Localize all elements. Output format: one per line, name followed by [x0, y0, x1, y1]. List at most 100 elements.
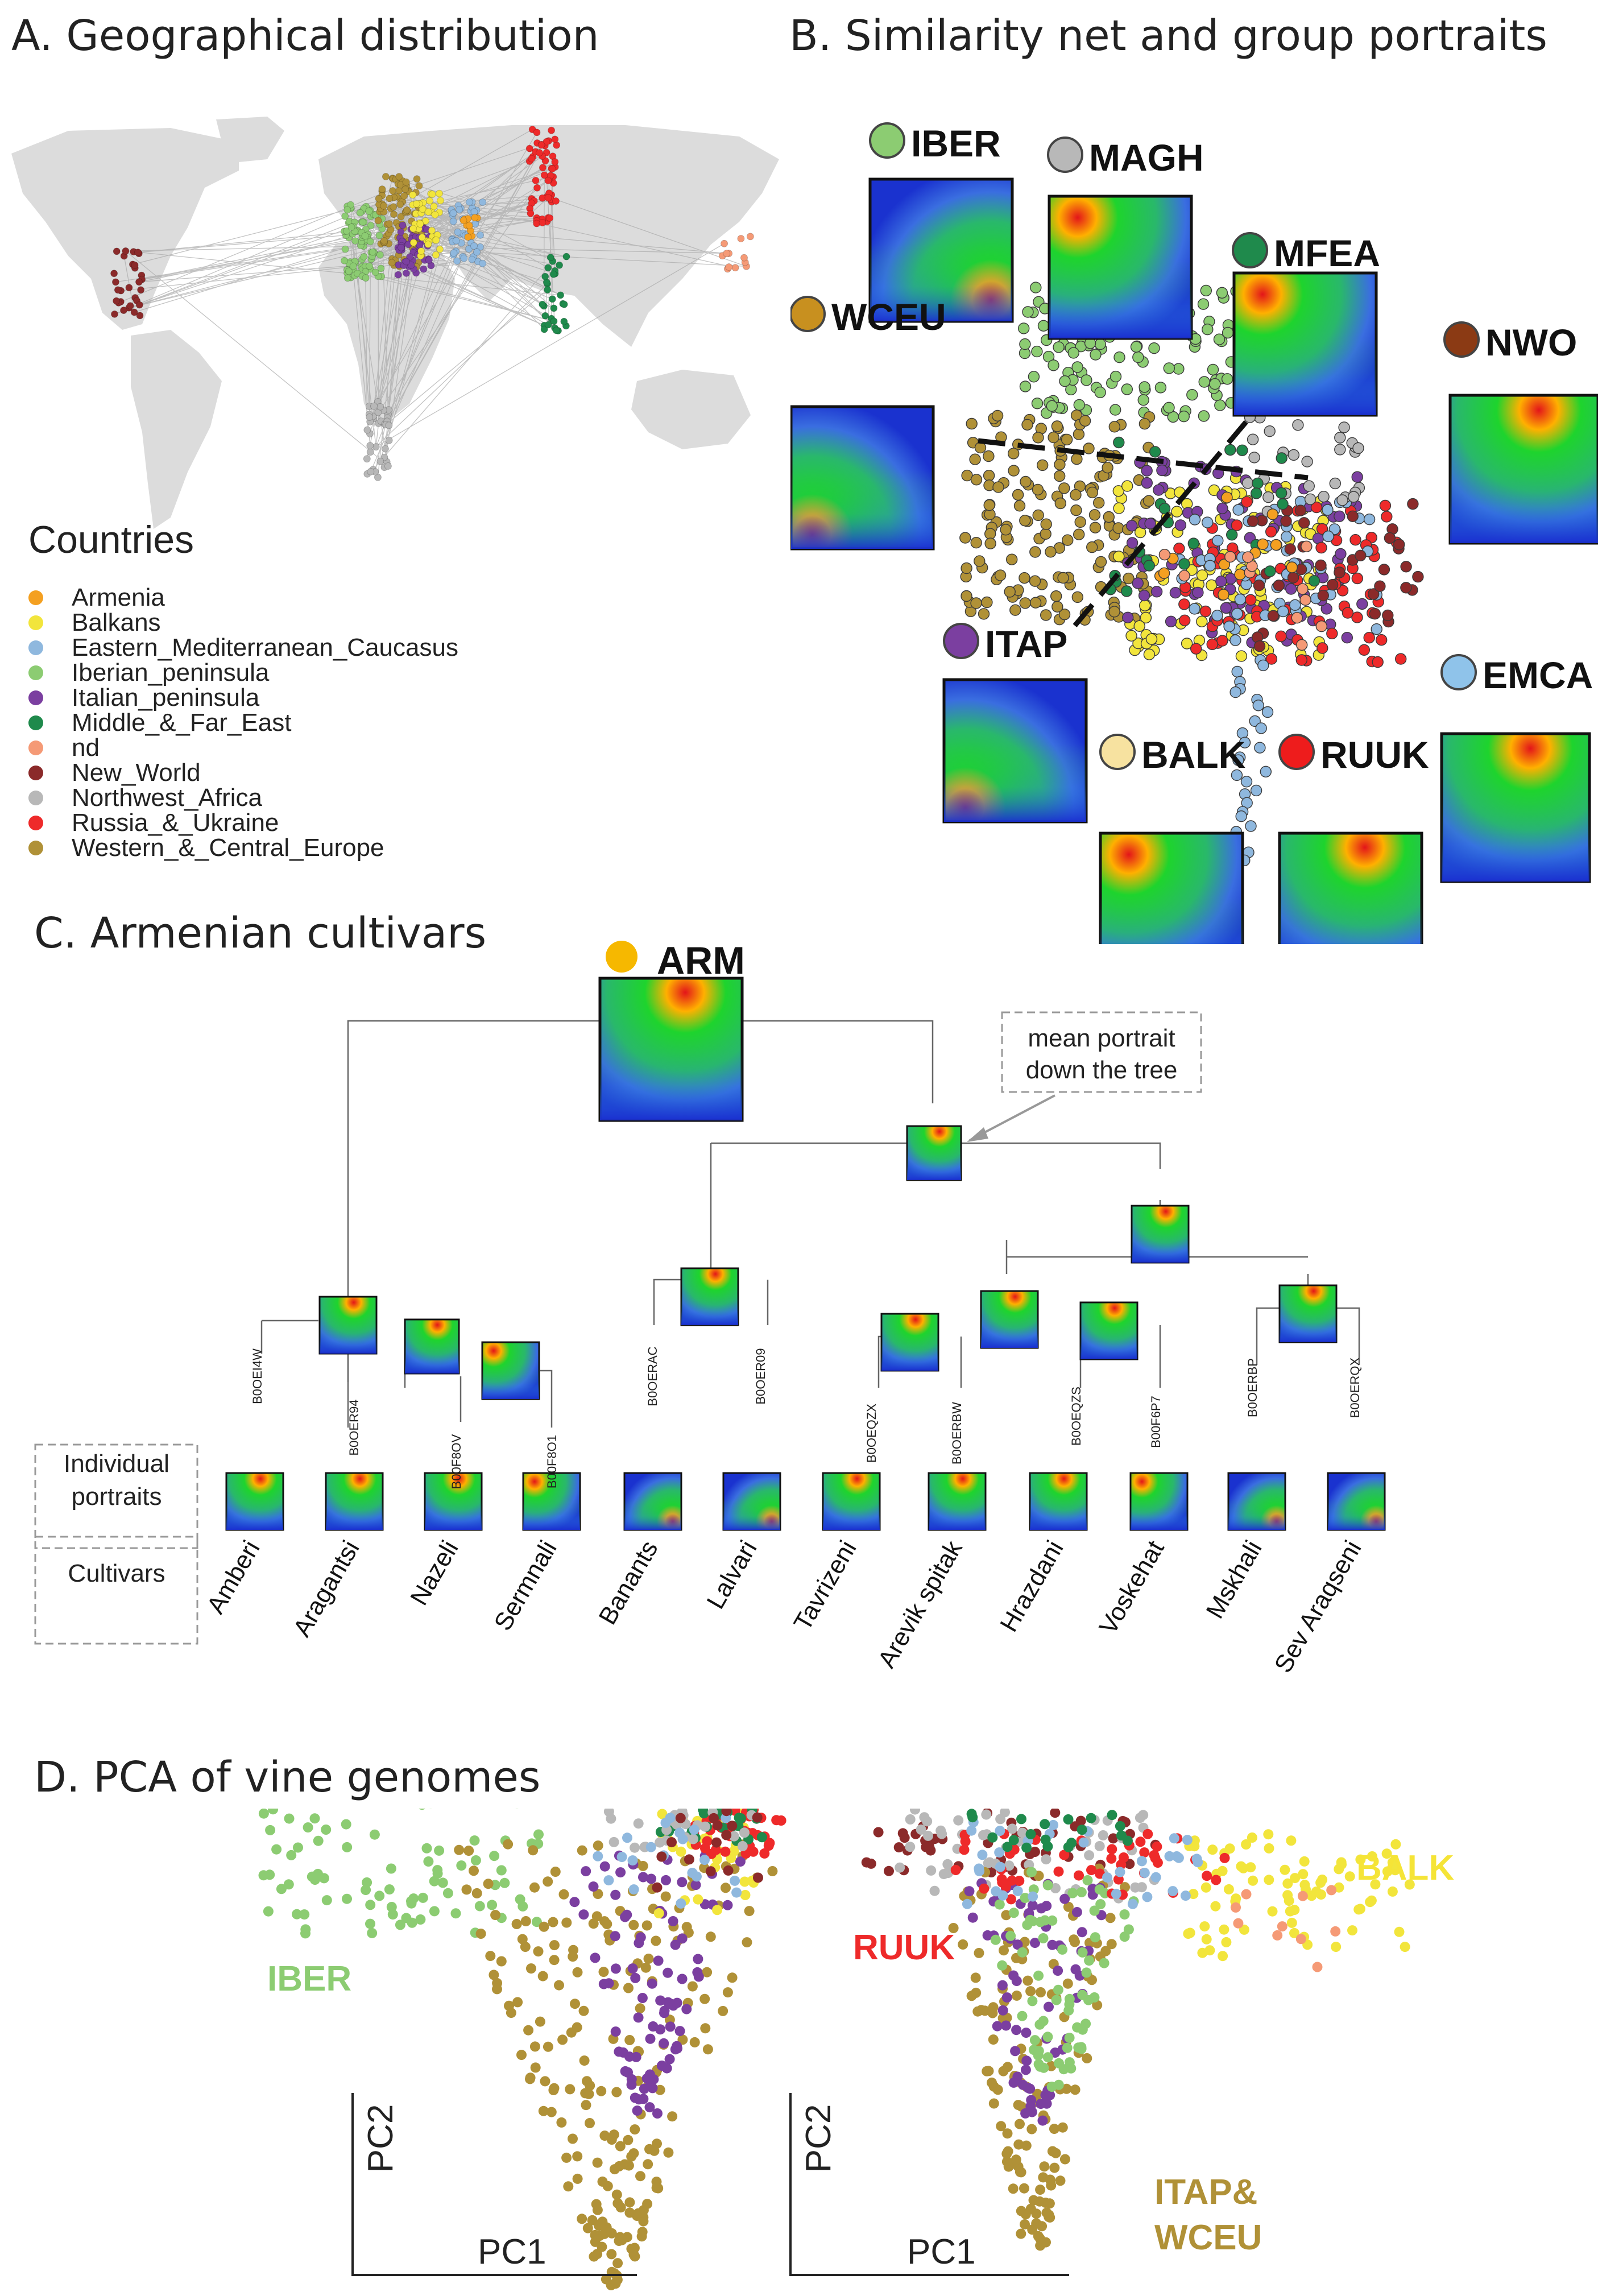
node-id-label: B0OEQZX: [864, 1404, 879, 1463]
net-point: [983, 499, 995, 511]
pca-point: [263, 1906, 274, 1917]
node-id-label: B0OER94: [347, 1399, 361, 1455]
map-point: [114, 286, 122, 294]
pca-point: [432, 1865, 443, 1876]
pca-point: [1021, 2028, 1032, 2038]
net-point: [1143, 648, 1156, 660]
pca-point: [557, 2034, 568, 2045]
pca-point: [677, 1834, 688, 1844]
net-point: [1277, 498, 1289, 510]
legend-color-swatch: [28, 590, 43, 605]
group-label: BALK: [1141, 734, 1246, 776]
map-point: [436, 245, 444, 253]
pca-point: [1064, 2033, 1075, 2043]
net-point: [1029, 575, 1041, 587]
map-point: [382, 173, 390, 180]
pca-point: [615, 2202, 626, 2213]
net-point: [1298, 517, 1310, 529]
map-point: [479, 198, 487, 206]
net-point: [1012, 489, 1024, 501]
pca-point: [652, 2108, 663, 2119]
group-portrait: [1448, 394, 1598, 545]
net-point: [1126, 520, 1138, 532]
pca-point: [395, 1919, 405, 1930]
net-point: [1196, 569, 1208, 581]
legend-label: nd: [72, 734, 100, 762]
pca-point: [767, 1866, 778, 1876]
map-connection: [366, 266, 409, 459]
pca-point: [276, 1884, 287, 1894]
pca-point: [523, 2025, 534, 2036]
map-point: [452, 237, 460, 245]
legend-color-swatch: [28, 665, 43, 680]
net-point: [1102, 462, 1113, 474]
net-point: [1351, 611, 1363, 623]
map-point: [479, 259, 486, 267]
pca-point: [570, 1999, 580, 2009]
net-point: [1144, 518, 1156, 529]
net-point: [1257, 538, 1269, 551]
net-point: [1204, 560, 1216, 572]
pca-point: [321, 1895, 332, 1906]
net-point: [1253, 640, 1266, 652]
pca-point: [1076, 2042, 1087, 2053]
pca-point: [1072, 2022, 1083, 2033]
map-point: [424, 241, 432, 249]
net-point: [959, 532, 971, 544]
pca-point: [1047, 1939, 1058, 1950]
world-map: [11, 117, 779, 529]
net-point: [1009, 604, 1021, 616]
legend-item: Russia_&_Ukraine: [28, 809, 279, 837]
cultivar-label: Sermnali: [488, 1536, 562, 1636]
pca-point: [1021, 1842, 1032, 1853]
pca-point: [1033, 1970, 1044, 1981]
net-point: [1054, 497, 1066, 510]
pca-point: [511, 1919, 522, 1929]
pca-point: [1005, 1930, 1016, 1941]
net-point: [1142, 495, 1155, 507]
pca-point: [1003, 2161, 1014, 2172]
pca-point: [568, 2133, 578, 2144]
pca-point: [637, 2227, 648, 2237]
pca-point: [1150, 1872, 1161, 1883]
pca-point: [866, 1858, 876, 1869]
pca-point: [645, 2033, 656, 2044]
map-point: [341, 257, 348, 264]
pca-point: [735, 1813, 746, 1824]
map-connection: [370, 235, 473, 472]
legend-label: Middle_&_Far_East: [72, 709, 292, 737]
pca-point: [1189, 1841, 1200, 1852]
pca-point: [568, 1951, 578, 1962]
map-point: [397, 228, 405, 236]
net-point: [984, 528, 996, 540]
net-point: [1216, 635, 1228, 647]
map-point: [399, 221, 407, 229]
group-color-dot: [1278, 734, 1315, 770]
pca-point: [737, 1841, 748, 1851]
pca-point: [950, 1865, 961, 1875]
map-point: [544, 194, 552, 202]
tree-node-portrait: [880, 1313, 939, 1372]
pca-point: [1057, 1944, 1068, 1955]
net-point: [1158, 567, 1170, 579]
map-point: [432, 236, 440, 244]
pca-point: [572, 2173, 583, 2184]
map-point: [428, 226, 436, 234]
pca-point: [492, 1984, 502, 1995]
pca-point: [406, 1896, 416, 1906]
pca-point: [712, 1905, 723, 1916]
pca-point: [1204, 1945, 1215, 1956]
pca-point: [533, 1946, 544, 1957]
group-label: WCEU: [831, 296, 946, 338]
pca-point: [525, 2072, 536, 2083]
map-point: [546, 214, 554, 222]
net-point: [1211, 610, 1223, 622]
node-id-label: B0OERBW: [950, 1402, 964, 1465]
pca-point: [1063, 1814, 1074, 1825]
node-id-label: B0OEQZS: [1069, 1387, 1083, 1446]
map-point: [556, 261, 563, 269]
panel-b-title: B. Similarity net and group portraits: [789, 11, 1547, 60]
pca-point: [1123, 1924, 1134, 1935]
pca-point: [640, 1962, 651, 1973]
net-point: [1291, 612, 1303, 624]
